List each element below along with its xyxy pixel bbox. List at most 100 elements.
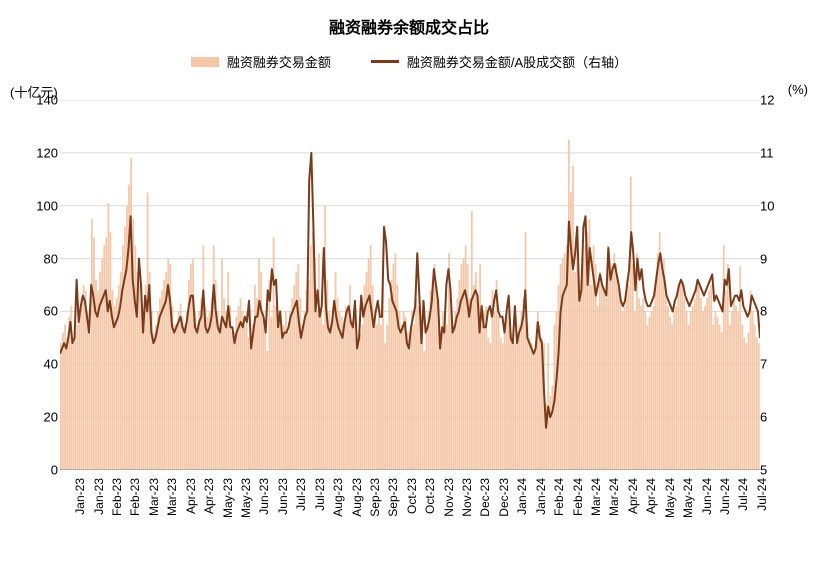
x-tick-label: Jun-23 xyxy=(257,478,271,515)
bar xyxy=(746,343,748,470)
bar xyxy=(114,306,116,470)
bar xyxy=(514,343,516,470)
bar xyxy=(710,285,712,470)
bar xyxy=(262,311,264,470)
y-right-tick: 8 xyxy=(760,304,788,319)
bar xyxy=(62,333,64,470)
x-tick-label: Apr-23 xyxy=(184,478,198,514)
bar xyxy=(601,285,603,470)
x-tick-label: Apr-23 xyxy=(202,478,216,514)
bar xyxy=(568,140,570,470)
bar xyxy=(704,306,706,470)
bar xyxy=(506,317,508,470)
y-left-tick: 140 xyxy=(30,93,58,108)
bar xyxy=(407,333,409,470)
bar xyxy=(312,232,314,470)
bar xyxy=(725,290,727,470)
bar xyxy=(93,237,95,470)
plot-svg xyxy=(60,100,760,470)
bar xyxy=(403,311,405,470)
x-tick-label: Jan-23 xyxy=(92,478,106,515)
bar xyxy=(523,298,525,470)
bar xyxy=(242,311,244,470)
x-tick-label: Mar-23 xyxy=(165,478,179,516)
bar xyxy=(719,325,721,470)
bar xyxy=(611,264,613,470)
bar xyxy=(508,311,510,470)
bar xyxy=(231,333,233,470)
bar xyxy=(279,311,281,470)
bar xyxy=(432,280,434,470)
bar xyxy=(483,311,485,470)
bar xyxy=(60,343,62,470)
bar xyxy=(679,280,681,470)
bar xyxy=(289,311,291,470)
x-tick-label: Sep-23 xyxy=(368,478,382,517)
bar xyxy=(186,311,188,470)
bar xyxy=(613,253,615,470)
y-right-tick: 5 xyxy=(760,463,788,478)
legend-label-bar: 融资融券交易金额 xyxy=(227,52,331,71)
bar xyxy=(384,343,386,470)
x-tick-label: Feb-24 xyxy=(552,478,566,516)
bar xyxy=(376,325,378,470)
bar xyxy=(727,264,729,470)
bar xyxy=(748,333,750,470)
bar xyxy=(698,285,700,470)
bar xyxy=(378,317,380,470)
bar xyxy=(248,338,250,470)
bar xyxy=(461,264,463,470)
bar xyxy=(618,280,620,470)
bar xyxy=(283,325,285,470)
bar xyxy=(620,298,622,470)
bar xyxy=(105,237,107,470)
bar xyxy=(229,306,231,470)
bar xyxy=(83,285,85,470)
legend-label-line: 融资融券交易金额/A股成交额（右轴） xyxy=(407,52,627,71)
bar xyxy=(706,298,708,470)
bar xyxy=(481,325,483,470)
bar xyxy=(246,311,248,470)
bar xyxy=(79,317,81,470)
bar xyxy=(209,311,211,470)
x-tick-label: Feb-24 xyxy=(571,478,585,516)
bar xyxy=(436,290,438,470)
legend-item-bar: 融资融券交易金额 xyxy=(191,52,331,71)
bar xyxy=(731,311,733,470)
bar xyxy=(535,343,537,470)
bar xyxy=(564,253,566,470)
bar xyxy=(708,290,710,470)
bar xyxy=(269,280,271,470)
bar xyxy=(640,306,642,470)
y-right-tick: 6 xyxy=(760,410,788,425)
bar xyxy=(717,317,719,470)
bar xyxy=(74,333,76,470)
bar xyxy=(754,325,756,470)
bar xyxy=(467,264,469,470)
bar xyxy=(539,325,541,470)
bar xyxy=(737,311,739,470)
bar xyxy=(368,259,370,470)
chart-title: 融资融券余额成交占比 xyxy=(0,14,818,38)
bar xyxy=(696,280,698,470)
bar xyxy=(409,343,411,470)
bar xyxy=(219,325,221,470)
bar xyxy=(434,264,436,470)
bar xyxy=(157,311,159,470)
bar xyxy=(413,325,415,470)
bar xyxy=(677,290,679,470)
bar xyxy=(293,285,295,470)
bar xyxy=(174,325,176,470)
x-tick-label: Jul-24 xyxy=(736,478,750,511)
bar xyxy=(266,351,268,470)
bar xyxy=(659,232,661,470)
bar xyxy=(200,298,202,470)
x-tick-label: Oct-23 xyxy=(423,478,437,514)
bar xyxy=(444,317,446,470)
bar xyxy=(525,232,527,470)
bar xyxy=(477,311,479,470)
bar xyxy=(454,311,456,470)
bar xyxy=(417,306,419,470)
bar xyxy=(615,264,617,470)
bar xyxy=(694,298,696,470)
